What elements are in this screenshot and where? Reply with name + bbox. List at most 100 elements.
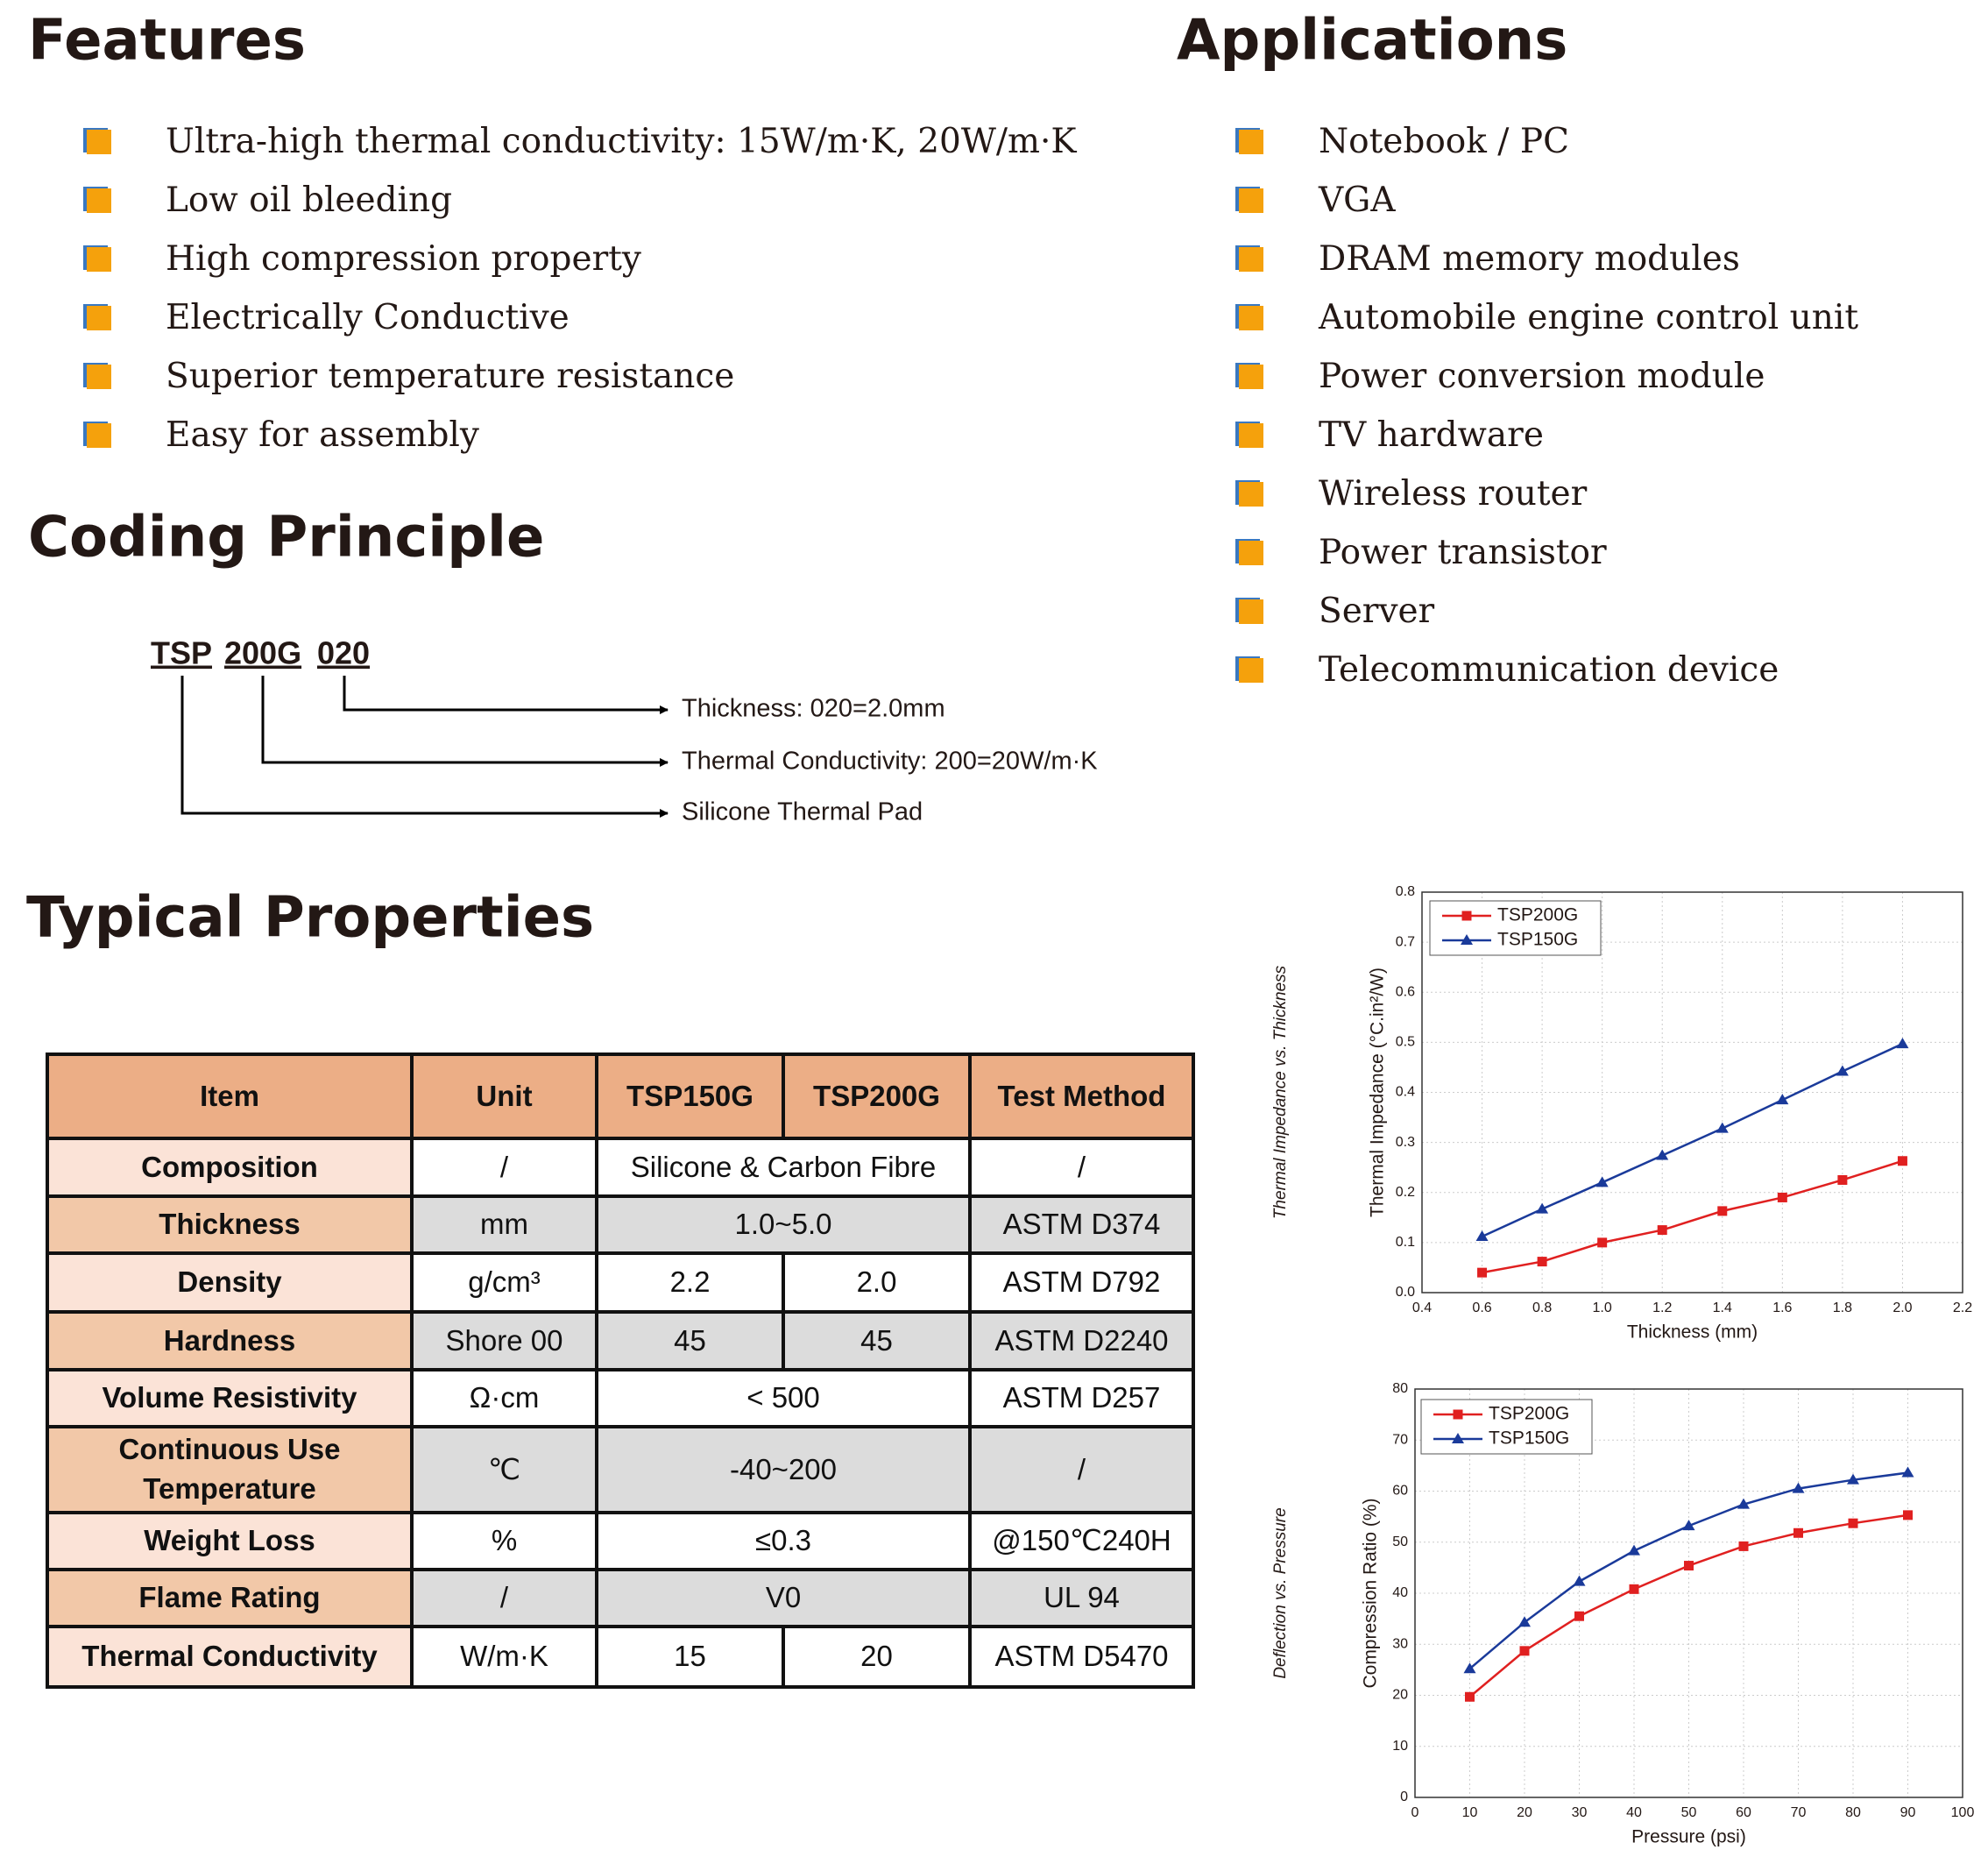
table-cell: Continuous Use Temperature [46, 1425, 414, 1514]
point [1777, 1192, 1787, 1202]
x-tick-label: 2.0 [1892, 1301, 1912, 1315]
table-cell: 15 [595, 1625, 785, 1689]
point [1848, 1518, 1858, 1528]
table-cell: 2.2 [595, 1251, 785, 1314]
table-cell: Weight Loss [46, 1511, 414, 1571]
point [1792, 1482, 1805, 1493]
table-cell: @150℃240H [968, 1511, 1195, 1571]
table-cell: 45 [782, 1310, 972, 1371]
series-line [1482, 1159, 1903, 1274]
table-cell: 2.0 [782, 1251, 972, 1314]
x-tick-label: 1.8 [1833, 1301, 1852, 1315]
bullet [1239, 188, 1263, 213]
table-cell: Ω·cm [410, 1368, 598, 1428]
list-item: Power conversion module [1319, 357, 1765, 396]
point [1837, 1174, 1848, 1185]
list-item: Electrically Conductive [166, 298, 570, 337]
x-tick-label: 1.6 [1772, 1301, 1792, 1315]
table-cell: Item [46, 1053, 414, 1140]
point [1896, 1038, 1909, 1049]
x-tick-label: 100 [1951, 1805, 1975, 1820]
table-cell: ≤0.3 [595, 1511, 972, 1571]
point [1629, 1584, 1639, 1594]
y-axis-label: Compression Ratio (%) [1361, 1498, 1381, 1688]
x-tick-label: 70 [1791, 1805, 1807, 1820]
point [1519, 1646, 1530, 1656]
table-cell: ASTM D2240 [968, 1310, 1195, 1371]
y-tick-label: 0.2 [1396, 1185, 1415, 1200]
bullet [87, 306, 111, 330]
heading: Applications [1177, 9, 1567, 74]
connector [261, 676, 669, 767]
list-item: Server [1319, 592, 1435, 631]
bullet [87, 247, 111, 272]
y-tick-label: 0.4 [1396, 1085, 1415, 1100]
y-tick-label: 60 [1392, 1484, 1408, 1499]
y-tick-label: 0 [1400, 1790, 1408, 1804]
table-cell: TSP200G [782, 1053, 972, 1140]
table-row: Thickness mm 1.0~5.0 ASTM D374 [46, 1194, 1195, 1255]
point [1901, 1466, 1914, 1478]
legend-box [1420, 1399, 1593, 1455]
y-axis-label: Thermal Impedance (°C.in²/W) [1368, 967, 1388, 1217]
bullet [1239, 658, 1263, 683]
list-item: Superior temperature resistance [166, 357, 734, 396]
table-cell: -40~200 [595, 1425, 972, 1514]
point [1776, 1094, 1789, 1105]
x-tick-label: 1.2 [1652, 1301, 1672, 1315]
bullet [87, 423, 111, 448]
table-cell: ASTM D257 [968, 1368, 1195, 1428]
table-row: Flame Rating / V0 UL 94 [46, 1568, 1195, 1628]
table-cell: / [968, 1137, 1195, 1198]
connector [343, 676, 669, 714]
x-tick-label: 80 [1845, 1805, 1861, 1820]
point [1475, 1230, 1489, 1242]
properties-table: Item Unit TSP150G TSP200G Test Method Composi… [46, 1053, 1195, 1689]
point [1518, 1616, 1531, 1627]
x-tick-label: 10 [1462, 1805, 1478, 1820]
code-part: 020 [317, 635, 370, 671]
table-cell: ASTM D5470 [968, 1625, 1195, 1689]
table-cell: W/m·K [410, 1625, 598, 1689]
bullet [1239, 130, 1263, 154]
list-item: Automobile engine control unit [1318, 298, 1858, 337]
y-tick-label: 40 [1392, 1585, 1408, 1600]
list-item: High compression property [166, 239, 641, 279]
point [1465, 1691, 1475, 1702]
y-tick-label: 0.1 [1396, 1235, 1415, 1250]
table-row: Thermal Conductivity W/m·K 15 20 ASTM D5470 [46, 1625, 1195, 1689]
list-item: Telecommunication device [1319, 650, 1779, 690]
x-tick-label: 20 [1517, 1805, 1532, 1820]
table-cell: % [410, 1511, 598, 1571]
point [1737, 1498, 1750, 1509]
point [1573, 1575, 1586, 1586]
legend-marker [1461, 934, 1473, 945]
table-cell: / [410, 1568, 598, 1628]
list-item: TV hardware [1319, 415, 1544, 455]
table-cell: V0 [595, 1568, 972, 1628]
table-cell: Thickness [46, 1194, 414, 1255]
y-tick-label: 20 [1392, 1688, 1408, 1703]
table-header: Item Unit TSP150G TSP200G Test Method [46, 1053, 1195, 1140]
y-tick-label: 10 [1392, 1739, 1408, 1754]
list-item: DRAM memory modules [1319, 239, 1740, 279]
table-row: Continuous Use Temperature ℃ -40~200/ [46, 1425, 1195, 1514]
table-cell: Silicone & Carbon Fibre [595, 1137, 972, 1198]
table-cell: 45 [595, 1310, 785, 1371]
code-part: TSP [151, 635, 212, 671]
bullet [87, 188, 111, 213]
y-tick-label: 50 [1392, 1535, 1408, 1549]
legend-marker [1453, 1409, 1463, 1420]
table-cell: Shore 00 [410, 1310, 598, 1371]
bullet [1239, 423, 1263, 448]
legend-marker [1452, 1433, 1464, 1443]
table-cell: mm [410, 1194, 598, 1255]
point [1597, 1237, 1608, 1248]
point [1847, 1473, 1859, 1485]
y-tick-label: 0.7 [1396, 934, 1415, 949]
x-axis-label: Thickness (mm) [1627, 1322, 1758, 1343]
table-cell: UL 94 [968, 1568, 1195, 1628]
heading: Features [28, 9, 306, 74]
